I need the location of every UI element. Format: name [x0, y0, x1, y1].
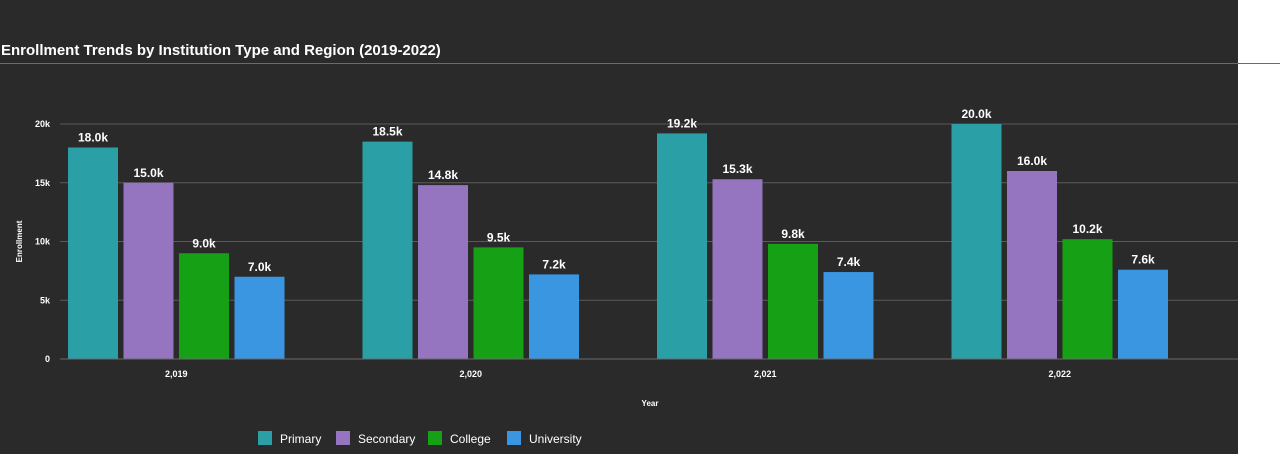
- bar-primary-3[interactable]: [951, 124, 1002, 359]
- legend-swatch-secondary[interactable]: [336, 431, 350, 445]
- data-label: 7.6k: [1131, 253, 1155, 267]
- y-tick-label: 10k: [35, 237, 51, 247]
- data-label: 7.0k: [248, 260, 272, 274]
- bar-primary-1[interactable]: [362, 141, 413, 359]
- bar-college-0[interactable]: [179, 253, 229, 359]
- x-tick-label: 2,022: [1048, 369, 1071, 379]
- data-label: 7.2k: [542, 257, 566, 271]
- data-label: 18.5k: [372, 125, 402, 139]
- bar-college-3[interactable]: [1062, 239, 1113, 359]
- data-label: 15.0k: [133, 166, 163, 180]
- legend-label-primary[interactable]: Primary: [280, 432, 321, 446]
- y-tick-label: 20k: [35, 119, 51, 129]
- bar-secondary-1[interactable]: [418, 185, 468, 359]
- data-label: 10.2k: [1072, 222, 1102, 236]
- bar-secondary-2[interactable]: [712, 179, 763, 359]
- y-tick-label: 5k: [40, 295, 51, 305]
- bar-university-1[interactable]: [529, 274, 579, 359]
- data-label: 19.2k: [667, 116, 697, 130]
- x-tick-label: 2,021: [754, 369, 777, 379]
- legend-swatch-primary[interactable]: [258, 431, 272, 445]
- bar-college-1[interactable]: [473, 247, 524, 359]
- data-label: 9.0k: [192, 236, 216, 250]
- bar-university-0[interactable]: [234, 276, 285, 359]
- legend-swatch-college[interactable]: [428, 431, 442, 445]
- y-axis-title: Enrollment: [15, 220, 24, 262]
- legend-label-college[interactable]: College: [450, 432, 491, 446]
- title-divider: [0, 63, 1280, 64]
- bar-university-3[interactable]: [1118, 269, 1168, 359]
- y-tick-label: 0: [45, 354, 50, 364]
- data-label: 18.0k: [78, 131, 108, 145]
- legend-label-secondary[interactable]: Secondary: [358, 432, 415, 446]
- bar-college-2[interactable]: [768, 243, 818, 359]
- data-label: 16.0k: [1017, 154, 1047, 168]
- data-label: 9.8k: [781, 227, 805, 241]
- bar-primary-0[interactable]: [68, 147, 118, 360]
- data-label: 15.3k: [722, 162, 752, 176]
- data-label: 14.8k: [428, 168, 458, 182]
- x-axis-title: Year: [642, 399, 659, 408]
- legend-swatch-university[interactable]: [507, 431, 521, 445]
- bar-secondary-0[interactable]: [123, 182, 174, 359]
- data-label: 9.5k: [487, 230, 511, 244]
- y-tick-label: 15k: [35, 178, 51, 188]
- chart-title: Enrollment Trends by Institution Type an…: [1, 42, 441, 59]
- data-label: 20.0k: [961, 107, 991, 121]
- bar-secondary-3[interactable]: [1007, 171, 1057, 359]
- x-tick-label: 2,020: [459, 369, 482, 379]
- bar-primary-2[interactable]: [657, 133, 707, 359]
- bar-university-2[interactable]: [823, 272, 874, 359]
- data-label: 7.4k: [837, 255, 861, 269]
- legend-label-university[interactable]: University: [529, 432, 582, 446]
- x-tick-label: 2,019: [165, 369, 188, 379]
